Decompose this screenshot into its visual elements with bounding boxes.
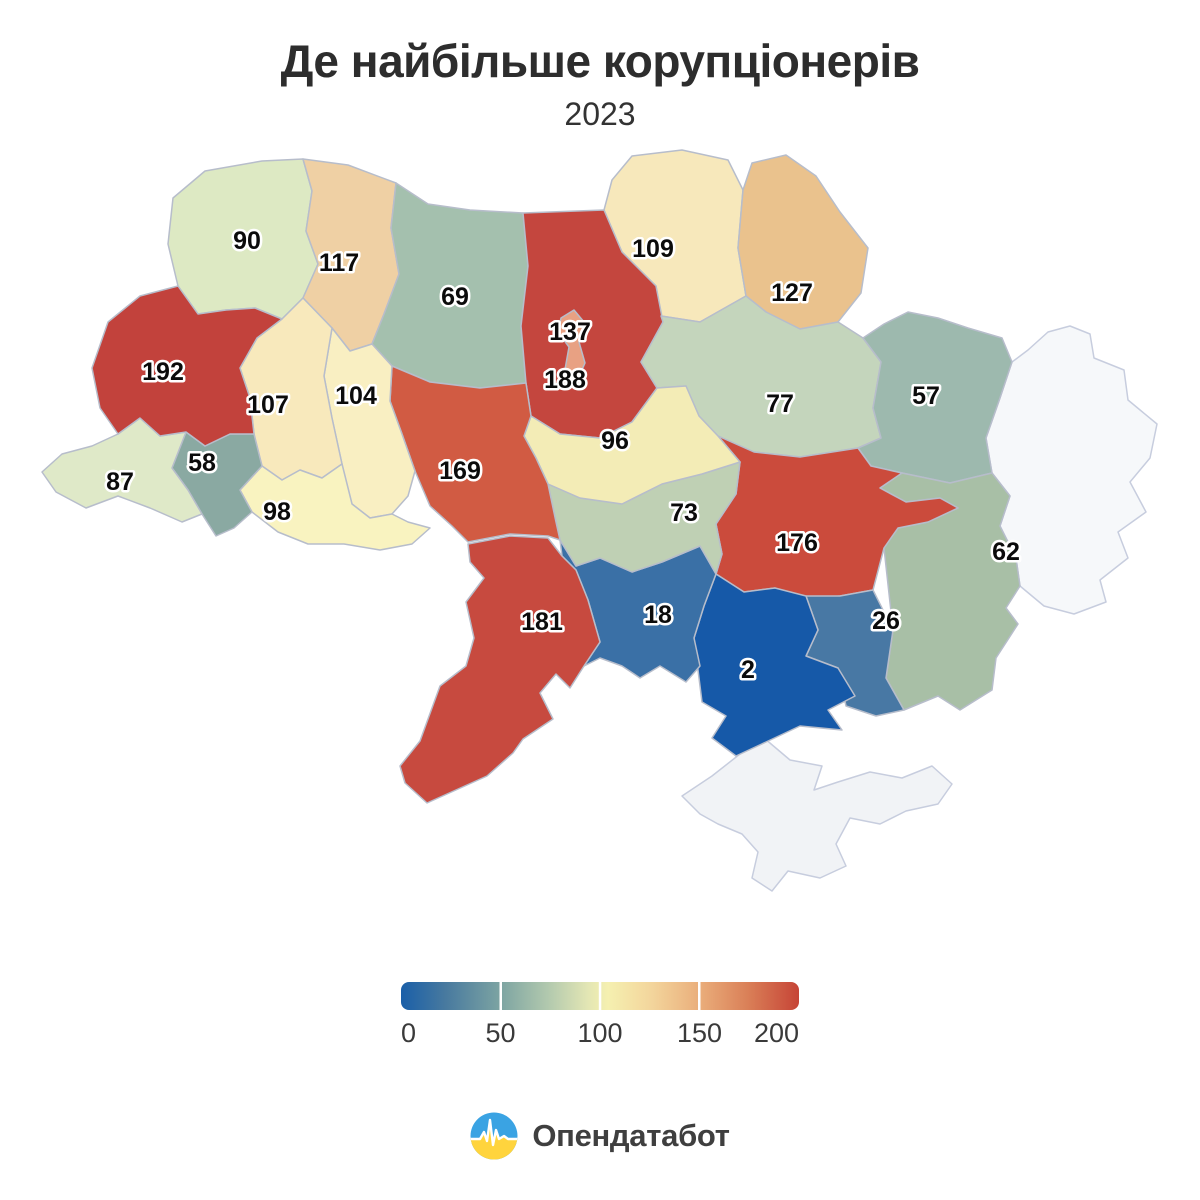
region-value-chernihiv: 109 [632, 235, 674, 263]
page-title: Де найбільше корупціонерів [280, 35, 920, 87]
legend-tick-mark-50 [499, 981, 502, 1010]
legend-label-0: 0 [401, 1017, 417, 1048]
choropleth-map-container: 90 117 69 109 127 137 188 77 57 62 176 2… [30, 134, 1170, 924]
legend-label-50: 50 [485, 1017, 516, 1048]
opendatabot-brand-name: Опендатабот [532, 1117, 730, 1153]
region-value-kyiv-city: 137 [549, 318, 591, 346]
region-value-mykolaiv: 18 [644, 601, 672, 629]
region-value-sumy: 127 [771, 279, 813, 307]
region-lviv [91, 284, 283, 447]
legend-label-200: 200 [753, 1017, 799, 1048]
region-value-kherson: 2 [741, 656, 755, 684]
ukraine-map: 90 117 69 109 127 137 188 77 57 62 176 2… [41, 148, 1158, 892]
region-value-cherkasy: 96 [601, 427, 629, 455]
legend-label-100: 100 [577, 1017, 623, 1048]
legend-tick-labels: 0 50 100 150 200 [401, 1018, 799, 1052]
legend: 0 50 100 150 200 [401, 981, 799, 1052]
region-value-lviv: 192 [142, 358, 184, 386]
region-value-odesa: 181 [521, 608, 563, 636]
legend-tick-mark-150 [698, 981, 701, 1010]
region-value-kyiv-oblast: 188 [544, 366, 586, 394]
region-value-vinnytsia: 169 [439, 457, 481, 485]
region-value-donetsk: 62 [992, 538, 1020, 566]
legend-tick-mark-100 [598, 981, 602, 1010]
region-odesa [399, 534, 601, 804]
region-kharkiv [857, 310, 1013, 484]
region-value-kharkiv: 57 [912, 382, 940, 410]
region-value-zakarpattia: 87 [106, 468, 134, 496]
region-value-ternopil: 107 [247, 391, 289, 419]
region-kyiv-city [557, 308, 586, 384]
region-value-kirovohrad: 73 [670, 499, 698, 527]
region-value-rivne: 117 [319, 249, 359, 277]
page-subtitle: 2023 [564, 96, 636, 133]
region-value-chernivtsi: 98 [263, 498, 291, 526]
region-value-khmelnytskyi: 104 [335, 382, 377, 410]
region-value-zhytomyr: 69 [441, 283, 469, 311]
region-value-zaporizhzhia: 26 [872, 607, 900, 635]
region-kherson [693, 572, 856, 757]
region-value-dnipropetrovsk: 176 [776, 529, 818, 557]
region-value-ivano-frankivsk: 58 [188, 449, 216, 477]
region-chernivtsi [239, 462, 431, 551]
legend-gradient-bar [401, 981, 799, 1010]
opendatabot-logo-icon [470, 1112, 518, 1160]
region-crimea [681, 736, 953, 892]
header: Де найбільше корупціонерів 2023 [0, 0, 1200, 134]
region-value-volyn: 90 [233, 227, 261, 255]
region-value-poltava: 77 [766, 390, 794, 418]
opendatabot-brand: Опендатабот [0, 1112, 1200, 1160]
legend-label-150: 150 [676, 1017, 723, 1048]
